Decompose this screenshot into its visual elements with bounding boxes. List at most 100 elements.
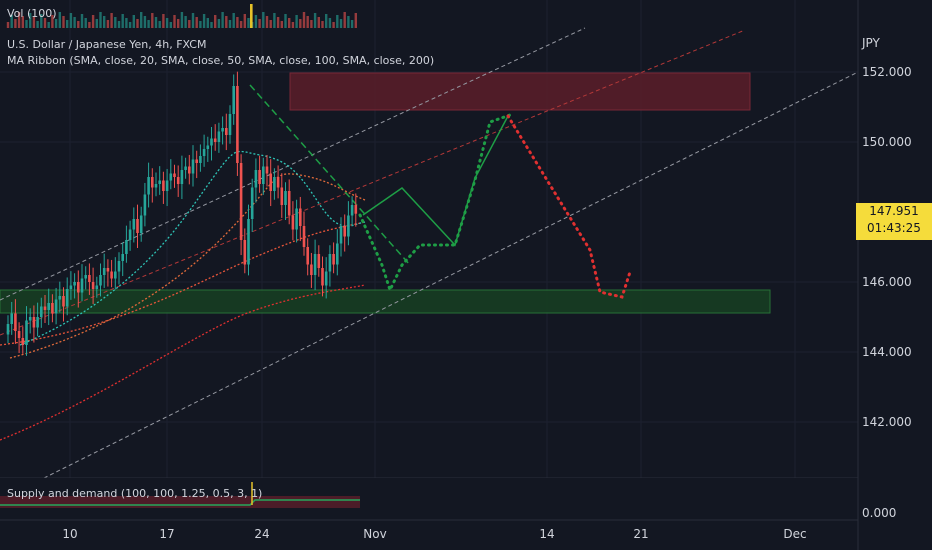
candle-body (154, 184, 158, 188)
candle-body (21, 338, 25, 345)
candle-body (217, 131, 221, 142)
candle-body (324, 271, 328, 286)
candle-body (339, 226, 343, 244)
candle-body (25, 320, 28, 345)
candle-body (110, 271, 113, 279)
time-tick-label: 14 (539, 527, 554, 541)
candle-body (95, 285, 99, 289)
candle-body (302, 226, 306, 247)
price-axis[interactable]: 152.000 150.000 146.000 144.000 142.000 (862, 65, 912, 429)
candle-body (184, 166, 187, 170)
volume-bar (147, 20, 150, 28)
volume-bar (25, 20, 28, 28)
volume-bar (132, 15, 135, 28)
ma-100-line (0, 221, 366, 346)
candle-body (40, 306, 43, 317)
candle-body (265, 166, 269, 174)
candle-body (62, 296, 65, 307)
volume-bar (199, 21, 202, 28)
volume-bar (325, 14, 328, 28)
candle-body (347, 215, 350, 237)
candle-body (295, 208, 298, 230)
candle-body (254, 170, 258, 188)
ma-ribbon-label[interactable]: MA Ribbon (SMA, close, 20, SMA, close, 5… (7, 54, 435, 67)
candle-body (180, 170, 184, 184)
volume-bar (162, 14, 165, 28)
volume-bar (29, 13, 32, 28)
candle-body (228, 114, 232, 135)
volume-bar (350, 20, 354, 28)
volume-bar (265, 16, 269, 28)
volume-bar (343, 12, 346, 28)
volume-bar (195, 17, 198, 28)
symbol-title[interactable]: U.S. Dollar / Japanese Yen, 4h, FXCM (7, 38, 207, 51)
downtrend-line (249, 84, 411, 266)
volume-bar (254, 15, 258, 28)
candle-body (225, 128, 228, 135)
candle-body (121, 254, 124, 261)
volume-bar (299, 19, 302, 28)
candle-body (43, 306, 47, 310)
volume-bar (51, 15, 54, 28)
volume-bar (184, 16, 187, 28)
candle-body (28, 317, 32, 321)
volume-bar (136, 19, 139, 28)
candle-body (58, 296, 62, 300)
volume-bar (313, 13, 317, 28)
volume-indicator-label[interactable]: Vol (100) (7, 7, 57, 20)
volume-bar (88, 22, 91, 28)
candle-body (91, 282, 95, 289)
volume-bar (262, 12, 265, 28)
candle-body (306, 247, 309, 265)
candle-body (14, 313, 17, 331)
projection-dotted-up (358, 113, 512, 295)
volume-bar (99, 12, 102, 28)
volume-bar (236, 17, 239, 28)
candle-body (258, 170, 261, 184)
volume-bar (151, 13, 154, 28)
candle-body (280, 187, 284, 205)
candle-body (188, 166, 191, 174)
time-axis[interactable]: 10 17 24 Nov 14 21 Dec (62, 527, 806, 541)
volume-bar (173, 15, 176, 28)
last-price-tag: 147.951 01:43:25 (856, 203, 932, 240)
candle-body (10, 313, 13, 324)
candle-body (77, 282, 80, 293)
bar-countdown: 01:43:25 (867, 221, 921, 235)
candle-body (151, 177, 154, 188)
supply-zone (289, 72, 751, 111)
candle-body (80, 278, 84, 293)
volume-bar (165, 18, 169, 28)
volume-bar (310, 20, 313, 28)
volume-bar (206, 18, 209, 28)
volume-bar (17, 12, 21, 28)
candle-body (117, 261, 121, 272)
candle-body (243, 240, 247, 265)
candle-body (47, 303, 50, 310)
time-tick-label: Dec (783, 527, 806, 541)
volume-bar (247, 18, 250, 28)
volume-bar (106, 20, 110, 28)
candle-body (195, 159, 198, 163)
volume-bar (284, 14, 287, 28)
candle-body (88, 275, 91, 282)
candle-body (162, 180, 165, 191)
volume-bar (239, 21, 243, 28)
projection-dotted-down (506, 114, 632, 299)
volume-bar (47, 22, 50, 28)
candle-body (321, 268, 324, 286)
volume-bar (210, 22, 213, 28)
volume-bar (95, 19, 98, 28)
candle-body (65, 289, 69, 307)
ma-20-line (19, 150, 366, 346)
candle-body (287, 191, 291, 216)
candle-body (136, 219, 139, 233)
volume-bar (58, 12, 61, 28)
volume-bar (243, 14, 246, 28)
candle-body (313, 254, 317, 275)
volume-bar (140, 12, 143, 28)
supply-demand-label[interactable]: Supply and demand (100, 100, 1.25, 0.5, … (7, 487, 263, 500)
candle-body (106, 268, 110, 272)
candle-body (114, 271, 117, 279)
